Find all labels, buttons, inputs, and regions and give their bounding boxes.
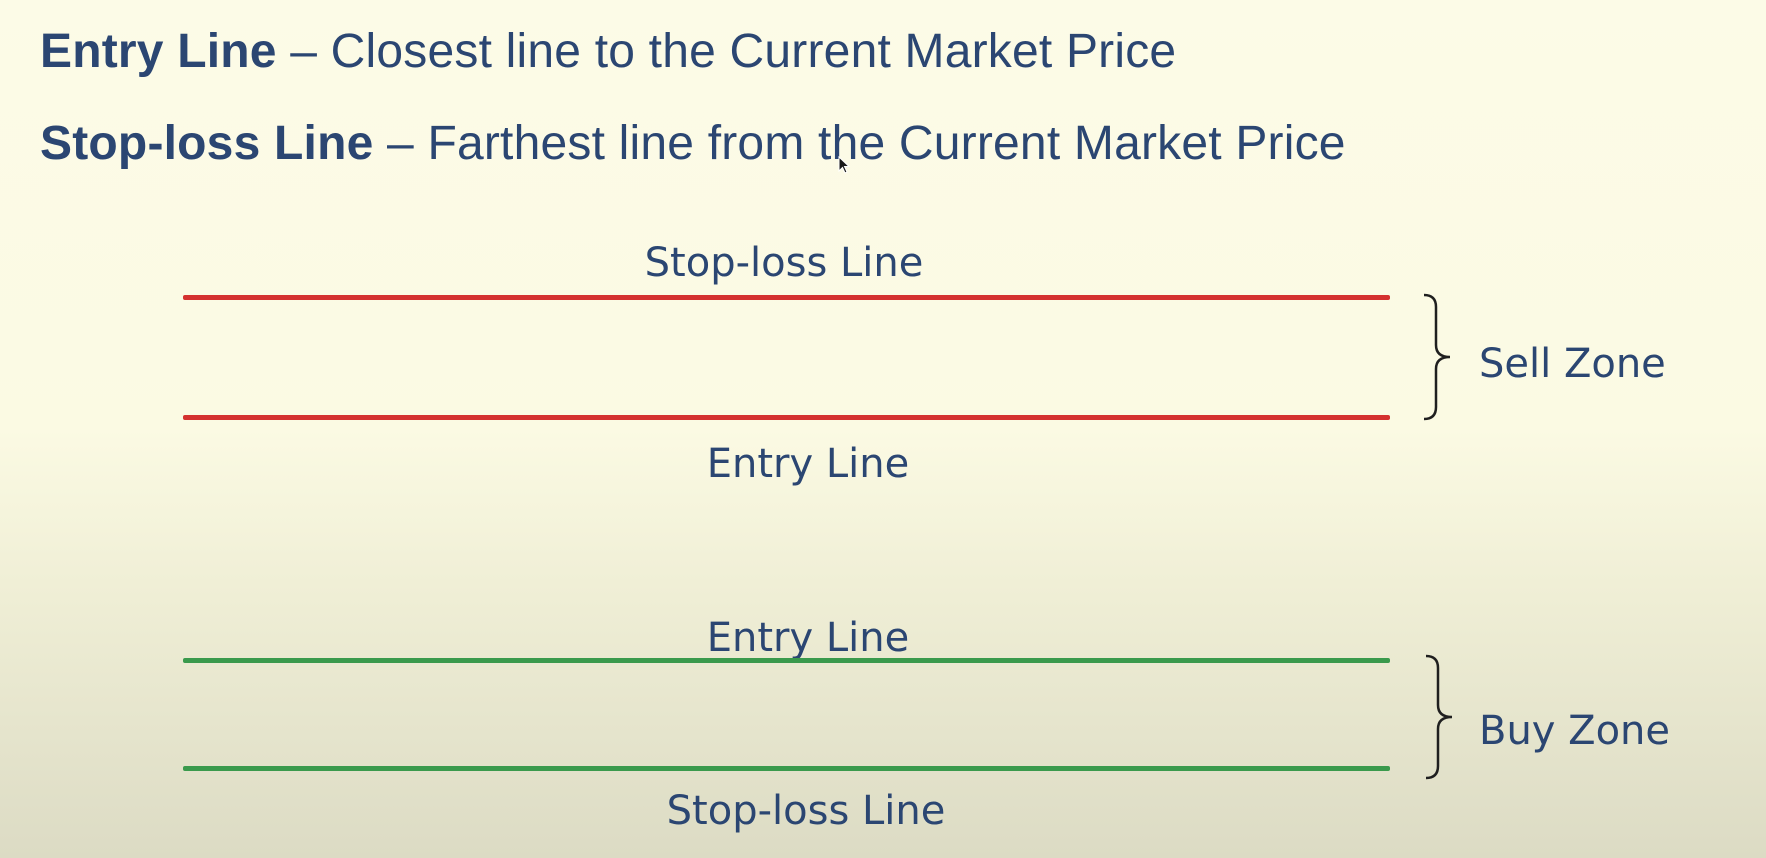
sell-zone-brace bbox=[1423, 293, 1451, 421]
sell-zone-label: Sell Zone bbox=[1479, 341, 1666, 387]
sell-stoploss-line bbox=[183, 295, 1390, 300]
buy-stoploss-label: Stop-loss Line bbox=[666, 788, 946, 834]
buy-entry-label: Entry Line bbox=[706, 615, 910, 661]
buy-stoploss-line bbox=[183, 766, 1390, 771]
definition-stoploss-line: Stop-loss Line – Farthest line from the … bbox=[40, 116, 1346, 171]
definition-term: Stop-loss Line bbox=[40, 117, 374, 170]
definition-separator: – bbox=[276, 25, 331, 78]
buy-zone-label: Buy Zone bbox=[1479, 708, 1671, 754]
buy-entry-line bbox=[183, 658, 1390, 663]
definition-description: Farthest line from the Current Market Pr… bbox=[427, 117, 1346, 170]
sell-stoploss-label: Stop-loss Line bbox=[644, 240, 924, 286]
definition-description: Closest line to the Current Market Price bbox=[330, 25, 1177, 78]
buy-zone-brace bbox=[1425, 654, 1453, 780]
mouse-pointer-icon bbox=[838, 156, 851, 174]
definition-separator: – bbox=[373, 117, 428, 170]
definition-entry-line: Entry Line – Closest line to the Current… bbox=[40, 24, 1176, 79]
sell-entry-line bbox=[183, 415, 1390, 420]
definition-term: Entry Line bbox=[40, 25, 277, 78]
sell-entry-label: Entry Line bbox=[706, 441, 910, 487]
